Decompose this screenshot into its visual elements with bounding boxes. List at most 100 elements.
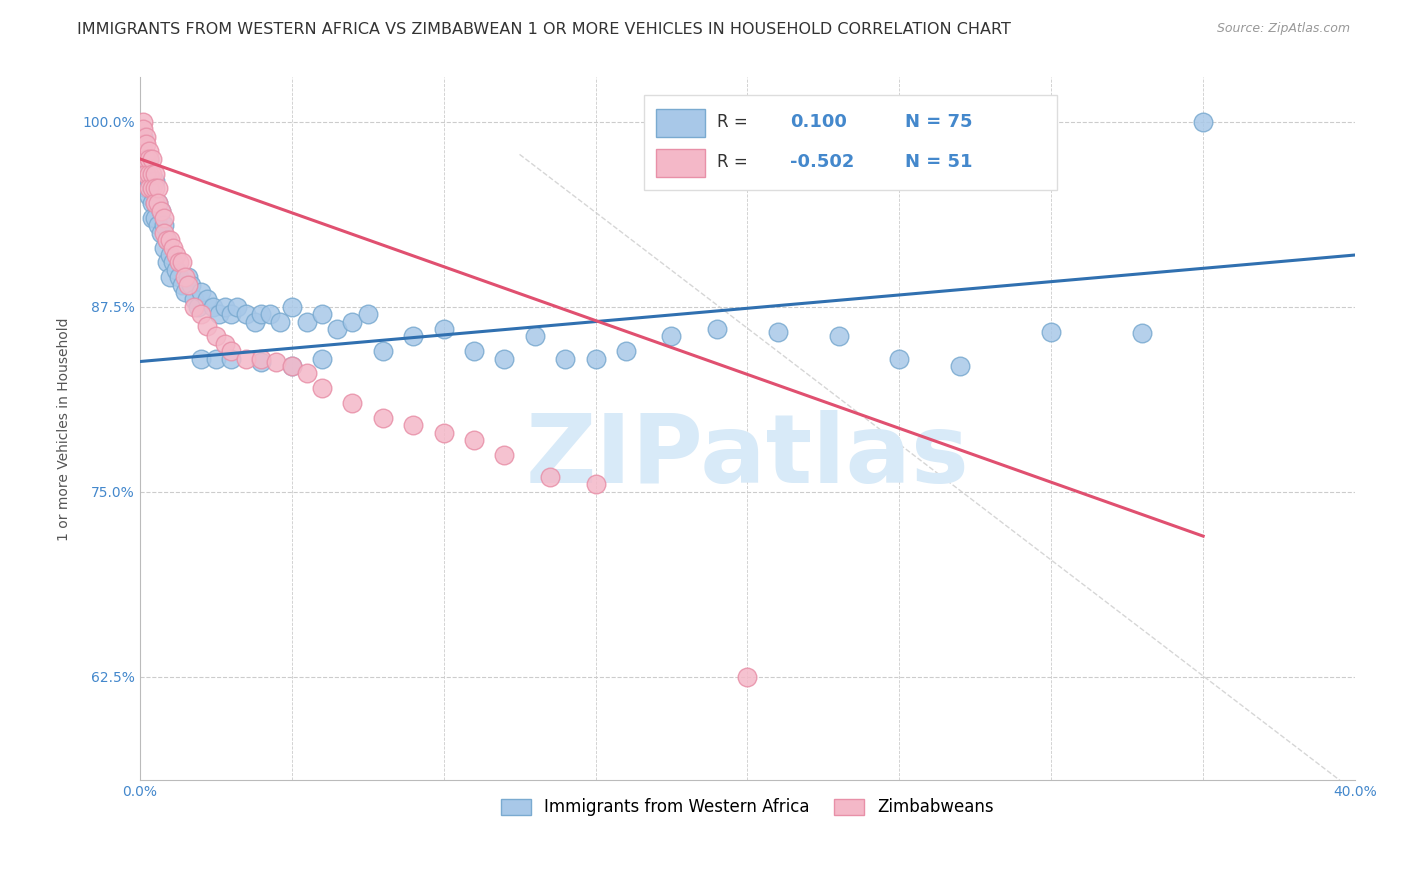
Point (371, 410, 394, 425)
Point (135, 152, 157, 166)
Point (169, 255, 191, 269)
Point (554, 351, 576, 366)
Point (165, 248, 187, 262)
Point (132, 122, 155, 136)
Point (195, 293, 218, 307)
Point (138, 181, 160, 195)
Point (146, 181, 169, 195)
Point (143, 196, 166, 211)
Point (433, 322, 456, 336)
Point (132, 145, 155, 159)
Point (433, 425, 456, 440)
Point (280, 359, 302, 373)
Point (250, 351, 273, 366)
Point (1192, 115, 1215, 129)
Point (169, 270, 191, 285)
Y-axis label: 1 or more Vehicles in Household: 1 or more Vehicles in Household (58, 318, 72, 541)
Point (135, 136, 157, 151)
Text: 0.100: 0.100 (790, 112, 846, 131)
Point (180, 277, 202, 292)
Point (141, 196, 163, 211)
Point (146, 219, 169, 233)
Text: N = 51: N = 51 (905, 153, 973, 170)
Text: IMMIGRANTS FROM WESTERN AFRICA VS ZIMBABWEAN 1 OR MORE VEHICLES IN HOUSEHOLD COR: IMMIGRANTS FROM WESTERN AFRICA VS ZIMBAB… (77, 22, 1011, 37)
Point (356, 307, 378, 321)
Point (737, 670, 759, 684)
Point (949, 359, 972, 373)
Point (159, 248, 181, 262)
Point (174, 270, 197, 285)
Text: R =: R = (717, 153, 748, 170)
Point (311, 381, 333, 395)
Point (295, 367, 318, 381)
Point (150, 203, 173, 218)
Point (1040, 325, 1063, 339)
Point (146, 196, 169, 211)
Point (143, 211, 166, 225)
Point (402, 329, 425, 343)
Point (159, 233, 181, 247)
Point (138, 167, 160, 181)
Point (766, 325, 789, 339)
Point (174, 285, 197, 299)
Point (245, 315, 267, 329)
Point (1132, 326, 1154, 341)
Point (280, 300, 302, 314)
Point (138, 152, 160, 166)
Point (827, 329, 849, 343)
Point (201, 300, 224, 314)
Point (190, 351, 212, 366)
Point (186, 300, 208, 314)
Point (250, 307, 273, 321)
Point (494, 448, 516, 462)
Point (177, 270, 200, 285)
Point (153, 226, 176, 240)
Point (585, 477, 607, 491)
Point (195, 319, 218, 334)
Point (269, 315, 291, 329)
Point (150, 203, 173, 218)
Point (235, 351, 257, 366)
Point (706, 322, 728, 336)
Point (614, 344, 637, 359)
Point (661, 329, 683, 343)
Point (494, 351, 516, 366)
Point (889, 351, 911, 366)
Point (183, 300, 205, 314)
Point (172, 255, 194, 269)
Point (226, 300, 249, 314)
Point (219, 307, 242, 321)
Point (135, 167, 157, 181)
Point (204, 351, 226, 366)
Point (219, 344, 242, 359)
Point (259, 307, 281, 321)
Point (208, 307, 231, 321)
Point (523, 329, 546, 343)
Point (585, 351, 607, 366)
Point (143, 167, 166, 181)
Point (219, 351, 242, 366)
FancyBboxPatch shape (644, 95, 1057, 190)
Point (250, 354, 273, 368)
Point (311, 307, 333, 321)
Point (190, 285, 212, 299)
Point (141, 167, 163, 181)
Point (135, 167, 157, 181)
Point (162, 255, 184, 269)
Point (141, 174, 163, 188)
Point (183, 293, 205, 307)
Point (150, 226, 173, 240)
Text: Source: ZipAtlas.com: Source: ZipAtlas.com (1216, 22, 1350, 36)
Point (266, 354, 288, 368)
Point (280, 359, 302, 373)
Point (138, 189, 160, 203)
Point (132, 115, 155, 129)
Point (138, 152, 160, 166)
Point (153, 211, 176, 225)
Point (177, 277, 200, 292)
Point (463, 344, 485, 359)
Text: N = 75: N = 75 (905, 112, 973, 131)
Point (162, 241, 184, 255)
Point (143, 181, 166, 195)
Point (135, 181, 157, 195)
